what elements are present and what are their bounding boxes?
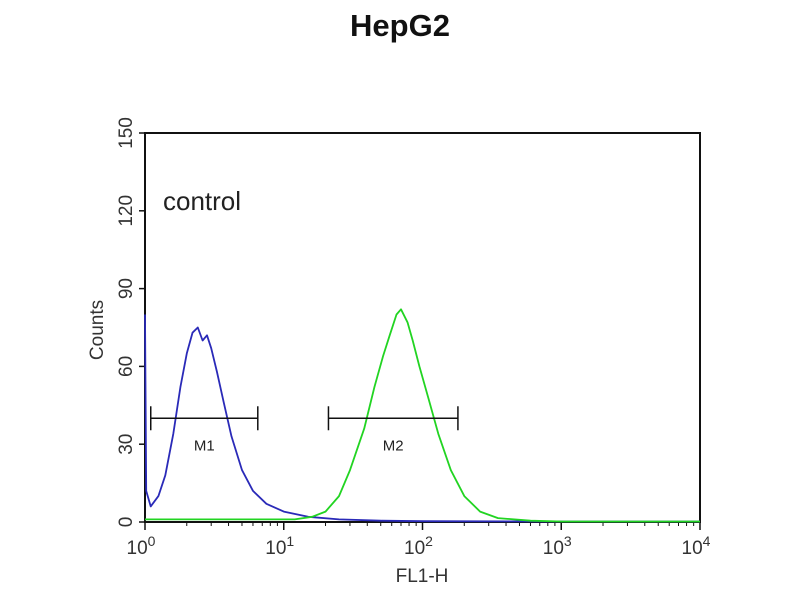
y-tick-label: 90 (116, 278, 137, 299)
gate-markers: M1 M2 (149, 406, 459, 454)
y-tick-label: 150 (116, 117, 137, 149)
axis-ticks: 0 30 60 90 120 150 100 101 102 103 104 (116, 117, 711, 559)
x-tick-label: 104 (682, 533, 711, 559)
gate-label-m2: M2 (383, 437, 404, 454)
x-axis-label: FL1-H (396, 566, 449, 587)
y-tick-label: 120 (116, 195, 137, 227)
x-tick-label: 103 (543, 533, 572, 559)
x-tick-label: 102 (404, 533, 433, 559)
x-tick-label: 101 (265, 533, 294, 559)
y-axis-label: Counts (87, 300, 108, 360)
y-tick-label: 0 (116, 517, 137, 528)
chart-title: HepG2 (350, 8, 450, 43)
y-tick-label: 60 (116, 356, 137, 377)
histogram-series-2 (145, 308, 700, 523)
histogram-series-1 (144, 314, 700, 523)
histogram-series (144, 308, 700, 523)
gate-label-m1: M1 (194, 437, 215, 454)
x-tick-label: 100 (127, 533, 156, 559)
y-tick-label: 30 (116, 434, 137, 455)
control-annotation: control (163, 186, 241, 216)
